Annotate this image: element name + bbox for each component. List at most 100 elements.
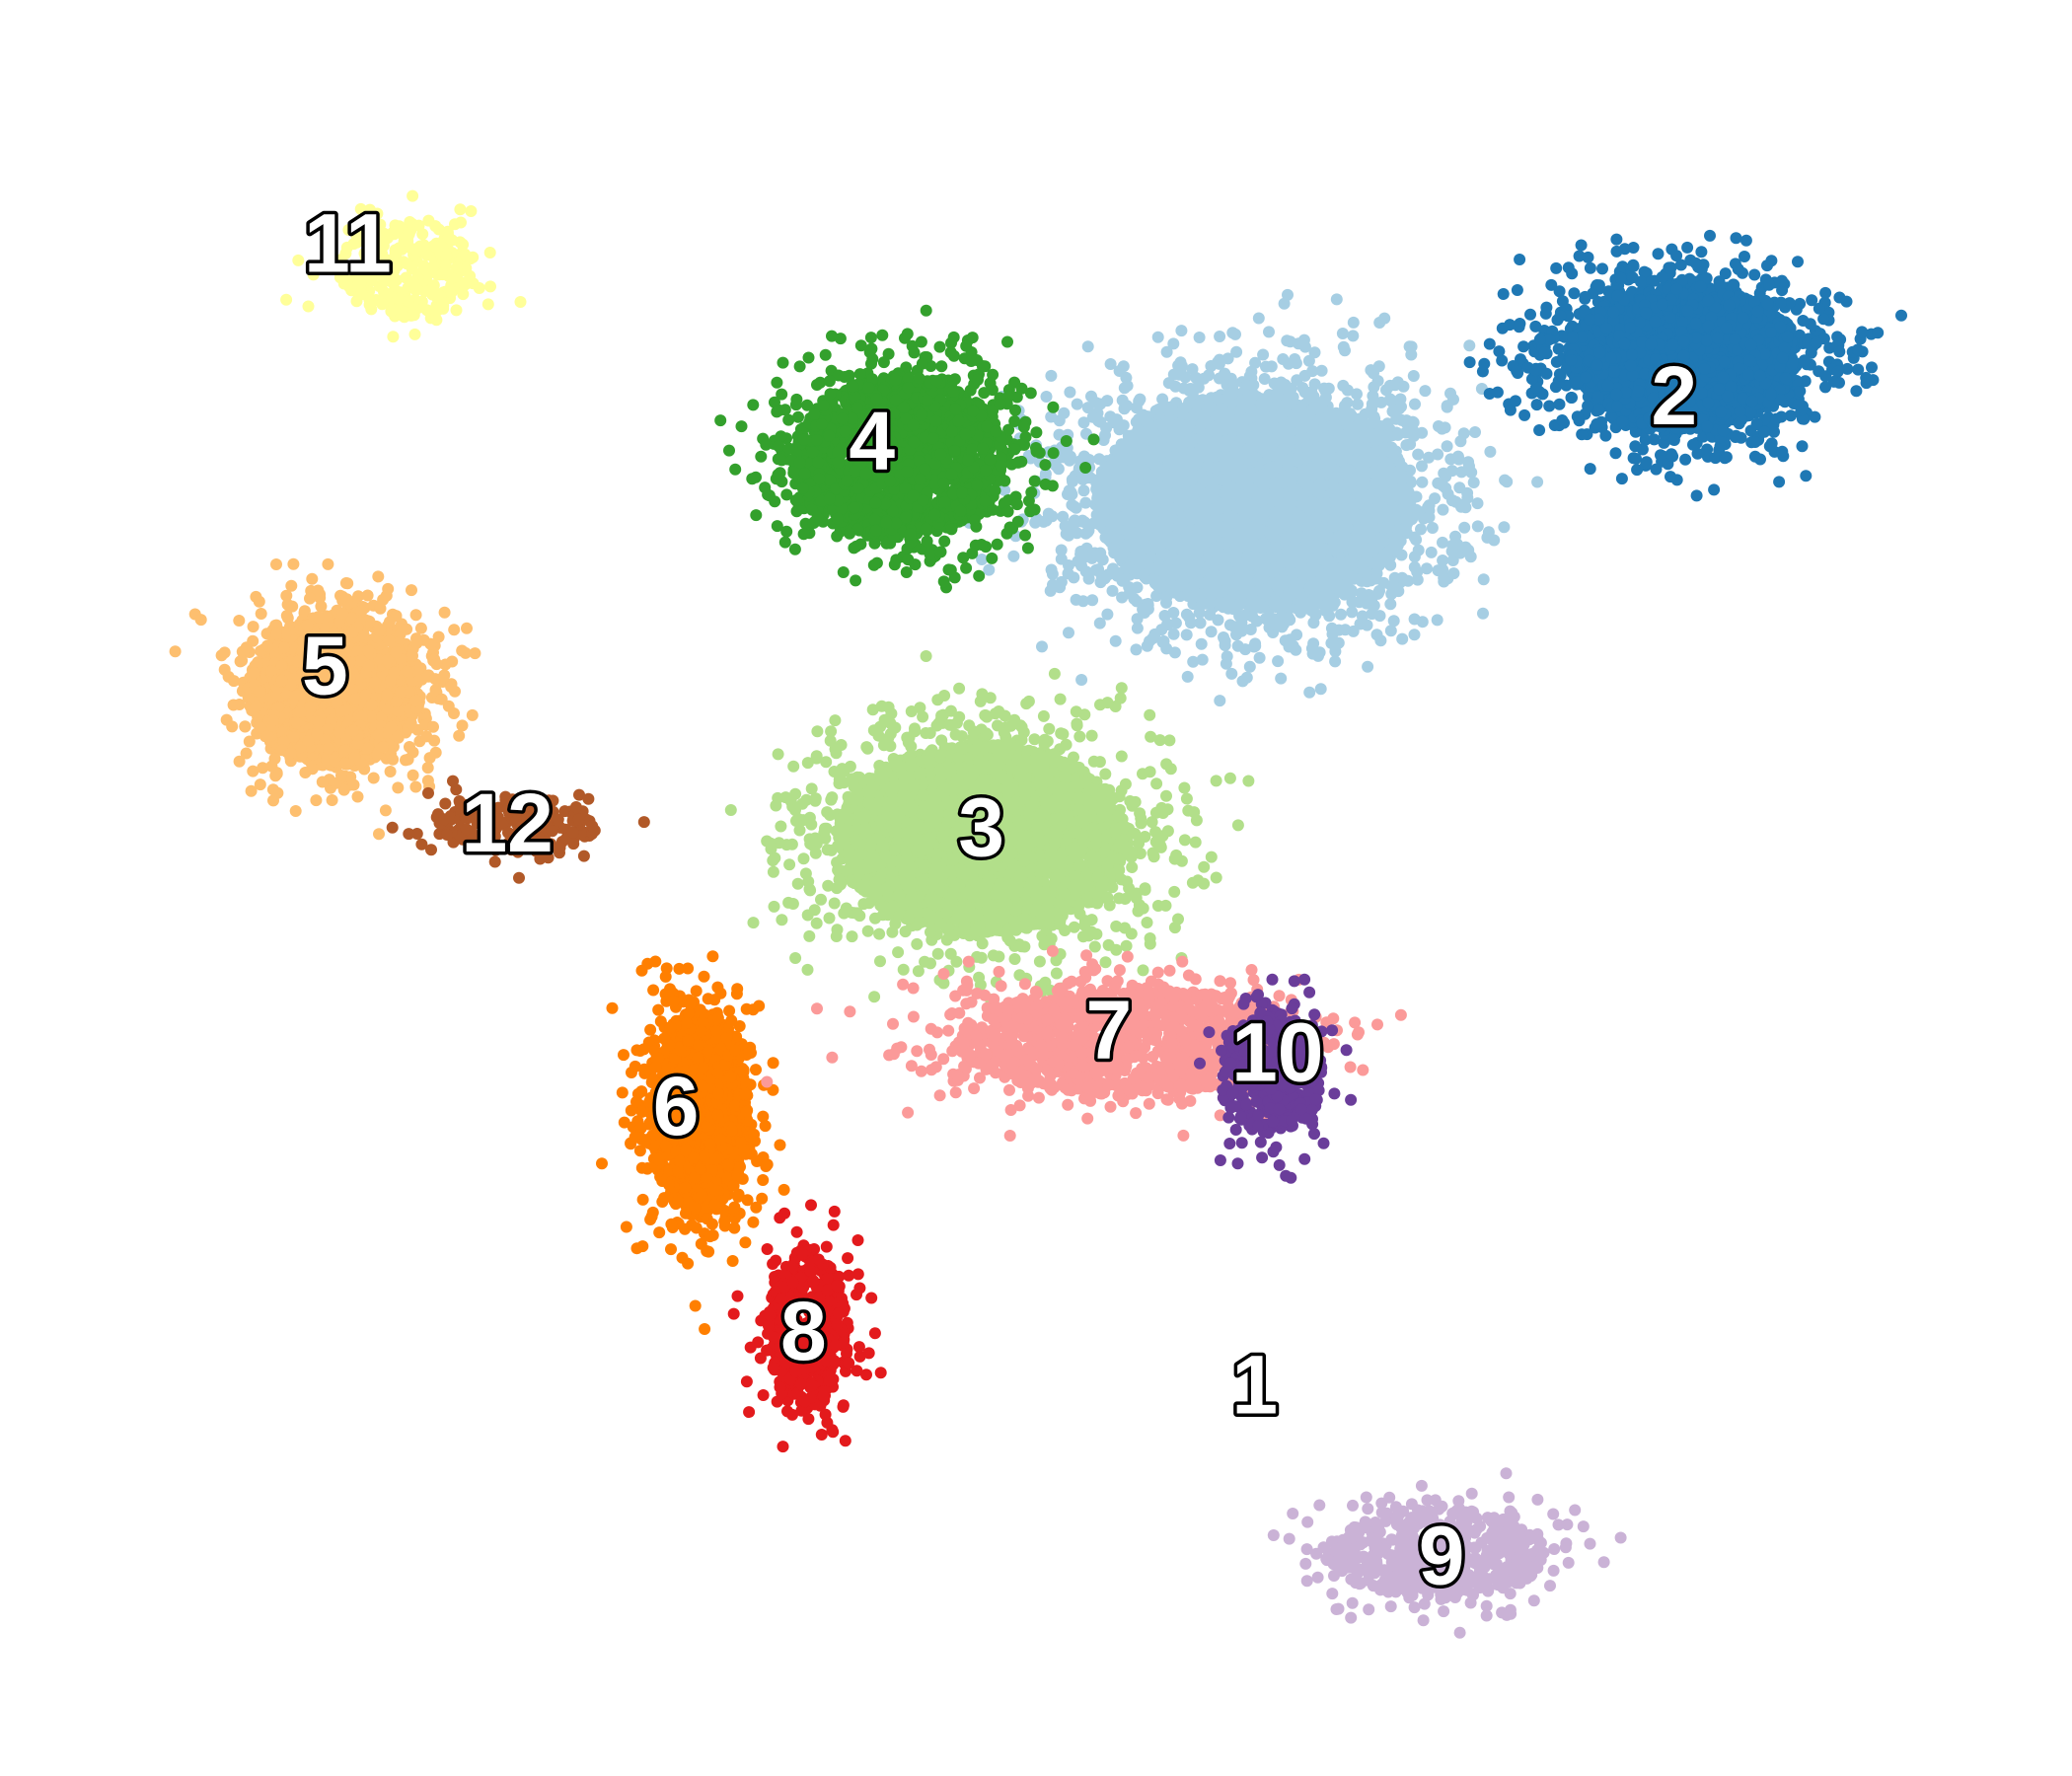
point: [1362, 620, 1373, 631]
point: [1061, 528, 1073, 540]
point: [1323, 383, 1335, 395]
point: [1329, 655, 1341, 667]
point: [1066, 488, 1077, 500]
point: [1064, 455, 1075, 467]
point: [1276, 407, 1288, 419]
point: [1410, 534, 1422, 546]
point: [1174, 541, 1186, 553]
point: [1284, 633, 1295, 645]
point: [1372, 375, 1384, 387]
point: [1373, 360, 1385, 372]
point: [1203, 369, 1215, 381]
point: [1210, 542, 1221, 554]
point: [1275, 673, 1287, 685]
point: [1077, 595, 1089, 607]
point: [1164, 551, 1176, 562]
point: [1094, 618, 1106, 629]
point: [1096, 570, 1108, 582]
point: [1056, 545, 1068, 556]
point: [1305, 386, 1317, 398]
point: [1259, 373, 1271, 385]
point: [1123, 466, 1135, 478]
point: [1224, 551, 1236, 562]
point: [1218, 631, 1229, 643]
point: [1408, 370, 1420, 382]
point: [1106, 518, 1118, 530]
point: [1335, 609, 1347, 621]
point: [1064, 387, 1075, 399]
point: [1374, 610, 1386, 622]
point: [1182, 671, 1194, 683]
point: [1378, 313, 1390, 325]
point: [1481, 532, 1493, 544]
point: [1111, 445, 1123, 457]
point: [1175, 325, 1187, 336]
point: [1427, 522, 1439, 534]
point: [1118, 360, 1130, 372]
point: [1306, 595, 1318, 607]
point: [1107, 585, 1119, 597]
point: [1156, 394, 1168, 406]
point: [1054, 414, 1066, 426]
point: [1075, 674, 1087, 686]
point: [1197, 654, 1209, 666]
point: [1396, 550, 1408, 561]
point: [1463, 339, 1475, 351]
point: [1469, 426, 1481, 438]
point: [1432, 614, 1443, 626]
point: [1181, 629, 1193, 640]
point: [1085, 391, 1097, 403]
point: [1219, 368, 1230, 380]
point: [1198, 502, 1210, 514]
point: [1348, 626, 1360, 637]
point: [1384, 598, 1396, 610]
point: [1063, 567, 1074, 579]
point: [1162, 619, 1174, 630]
point: [1047, 568, 1059, 580]
point: [1385, 625, 1397, 636]
point: [1099, 429, 1111, 441]
point: [1241, 380, 1253, 392]
point: [1398, 381, 1410, 393]
point: [1411, 566, 1423, 578]
point: [1353, 527, 1365, 539]
point: [1007, 551, 1019, 562]
point: [1501, 476, 1513, 487]
point: [1150, 498, 1162, 510]
point: [1148, 629, 1160, 640]
point: [1225, 668, 1237, 680]
point: [1348, 596, 1360, 608]
point: [1036, 640, 1048, 652]
point: [1458, 522, 1470, 534]
point: [1244, 403, 1256, 414]
point: [1166, 439, 1178, 451]
point: [1440, 482, 1451, 494]
point: [1194, 607, 1206, 619]
point: [1416, 477, 1428, 488]
point: [1221, 650, 1233, 662]
point: [1387, 448, 1399, 460]
point: [1235, 621, 1247, 632]
point: [1227, 387, 1239, 399]
point: [1067, 474, 1078, 485]
point: [1152, 332, 1164, 343]
point: [1444, 453, 1456, 465]
point: [1415, 523, 1427, 535]
point: [1468, 477, 1480, 488]
point: [1412, 449, 1424, 461]
point: [1447, 567, 1459, 579]
point: [1131, 643, 1143, 655]
point: [1426, 547, 1438, 558]
point: [1092, 415, 1104, 427]
point: [1380, 384, 1392, 396]
point: [1093, 550, 1105, 561]
point: [1272, 655, 1284, 667]
point: [1072, 399, 1083, 410]
point: [1437, 504, 1448, 516]
point: [1078, 484, 1090, 496]
point: [1405, 349, 1417, 361]
point: [1337, 380, 1349, 392]
point: [1331, 293, 1343, 305]
point: [1437, 537, 1448, 549]
point: [1352, 399, 1364, 410]
